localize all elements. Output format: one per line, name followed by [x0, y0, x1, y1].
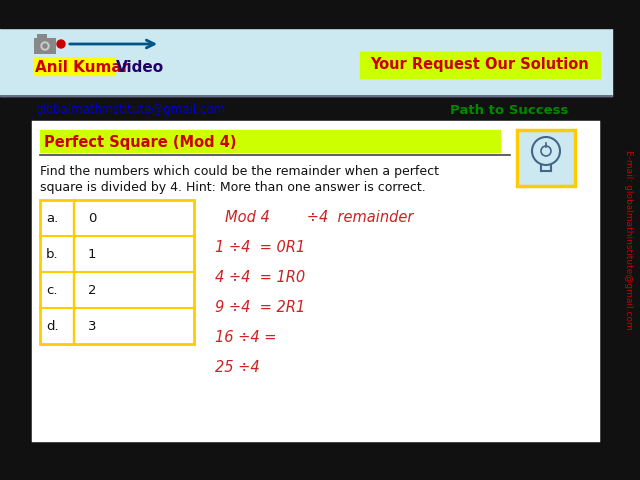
Bar: [360, 52, 600, 78]
Bar: [34, 38, 56, 54]
Text: Your Request Our Solution: Your Request Our Solution: [371, 58, 589, 72]
Bar: [37, 34, 47, 40]
Text: c.: c.: [46, 284, 58, 297]
Bar: [40, 130, 500, 152]
Bar: [33, 122, 598, 440]
Text: 9 ÷4  = 2R1: 9 ÷4 = 2R1: [215, 300, 305, 315]
Bar: [0, 28, 612, 96]
Text: 0: 0: [88, 212, 97, 225]
Text: Perfect Square (Mod 4): Perfect Square (Mod 4): [44, 134, 237, 149]
Text: Find the numbers which could be the remainder when a perfect: Find the numbers which could be the rema…: [40, 166, 439, 179]
Text: 25 ÷4: 25 ÷4: [215, 360, 260, 375]
Bar: [517, 130, 575, 186]
Text: globalmathinstitute@gmail.com: globalmathinstitute@gmail.com: [35, 104, 225, 117]
Text: square is divided by 4. Hint: More than one answer is correct.: square is divided by 4. Hint: More than …: [40, 181, 426, 194]
Text: E-mail: globalmathinstitute@gmail.com: E-mail: globalmathinstitute@gmail.com: [623, 150, 632, 330]
Text: d.: d.: [46, 320, 59, 333]
Text: 3: 3: [88, 320, 97, 333]
Bar: [0, 0, 640, 28]
Text: Anil Kumar: Anil Kumar: [35, 60, 129, 75]
Text: Path to Success: Path to Success: [450, 104, 568, 117]
Circle shape: [41, 42, 49, 50]
FancyArrowPatch shape: [70, 40, 154, 48]
Circle shape: [57, 40, 65, 48]
Text: 1: 1: [88, 248, 97, 261]
Text: 4 ÷4  = 1R0: 4 ÷4 = 1R0: [215, 271, 305, 286]
Text: 16 ÷4 =: 16 ÷4 =: [215, 331, 276, 346]
Bar: [34, 58, 114, 75]
Circle shape: [43, 44, 47, 48]
Text: 1 ÷4  = 0R1: 1 ÷4 = 0R1: [215, 240, 305, 255]
Text: 2: 2: [88, 284, 97, 297]
Text: a.: a.: [46, 212, 58, 225]
Bar: [0, 452, 640, 480]
Text: Mod 4        ÷4  remainder: Mod 4 ÷4 remainder: [225, 211, 413, 226]
Text: b.: b.: [46, 248, 59, 261]
Text: Video: Video: [116, 60, 164, 75]
Bar: [40, 200, 194, 344]
